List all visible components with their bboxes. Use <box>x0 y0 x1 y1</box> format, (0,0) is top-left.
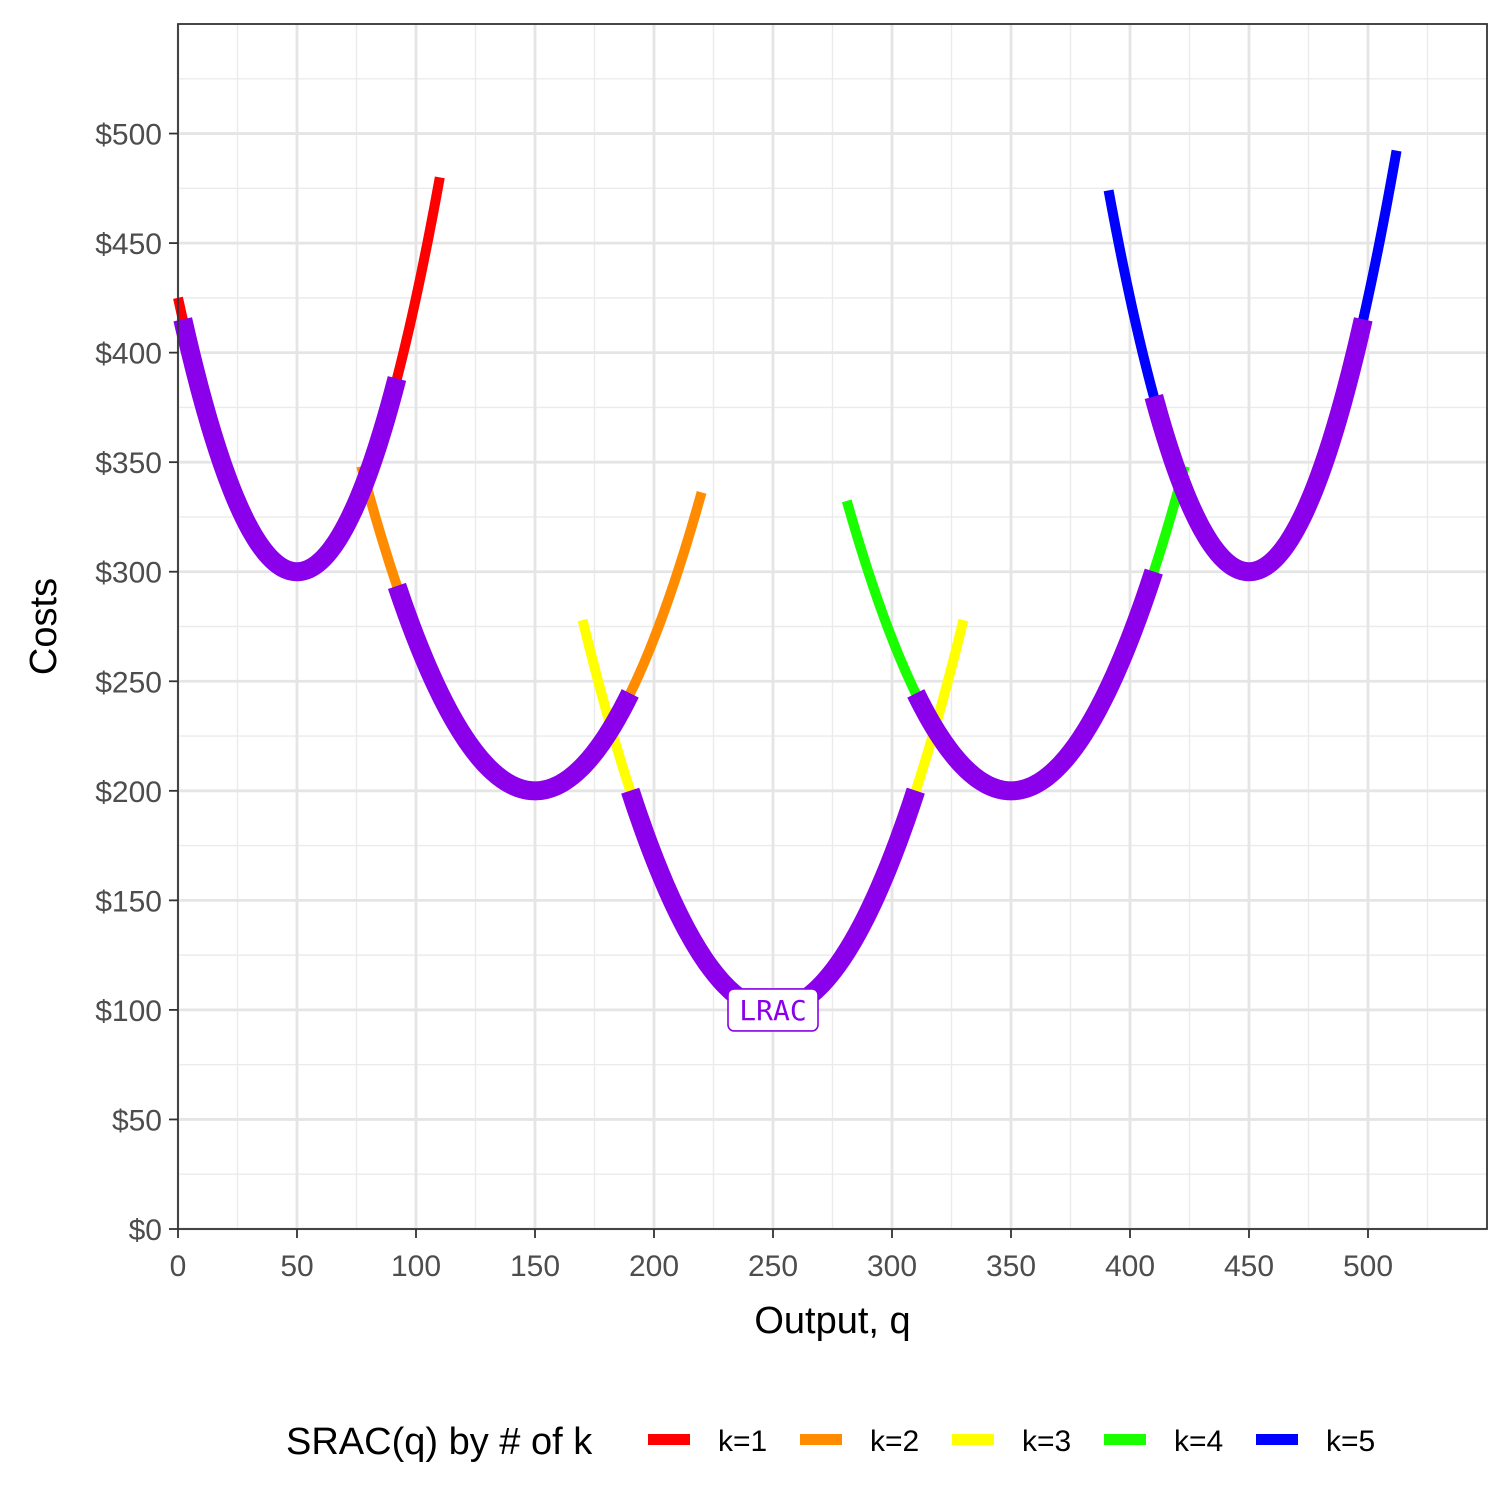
x-tick-label: 250 <box>748 1250 798 1283</box>
y-tick-label: $450 <box>95 228 162 261</box>
y-tick-label: $250 <box>95 666 162 699</box>
y-tick-label: $100 <box>95 995 162 1028</box>
x-axis-title: Output, q <box>754 1300 910 1342</box>
x-tick-label: 50 <box>280 1250 313 1283</box>
annotations: LRAC <box>727 988 819 1032</box>
legend-label-k2: k=2 <box>870 1425 919 1458</box>
lrac-segment <box>907 566 1163 801</box>
y-tick-label: $400 <box>95 338 162 371</box>
y-tick-label: $500 <box>95 119 162 152</box>
x-tick-label: 500 <box>1343 1250 1393 1283</box>
legend-key-k5 <box>1256 1434 1298 1445</box>
y-tick-label: $350 <box>95 447 162 480</box>
legend: SRAC(q) by # of k k=1 k=2 k=3 k=4 k=5 <box>286 1421 1375 1463</box>
y-axis-title: Costs <box>23 578 65 675</box>
lrac-segment <box>387 580 639 801</box>
x-tick-label: 450 <box>1224 1250 1274 1283</box>
legend-key-k1 <box>648 1434 690 1445</box>
y-tick-label: $50 <box>112 1104 162 1137</box>
lrac-curve-group <box>173 315 1373 1020</box>
lrac-label-box <box>727 988 819 1032</box>
legend-label-k3: k=3 <box>1022 1425 1071 1458</box>
y-tick-label: $0 <box>129 1214 162 1247</box>
legend-key-k4 <box>1104 1434 1146 1445</box>
x-tick-label: 150 <box>510 1250 560 1283</box>
legend-label-k1: k=1 <box>718 1425 767 1458</box>
x-tick-label: 100 <box>391 1250 441 1283</box>
legend-label-k5: k=5 <box>1326 1425 1375 1458</box>
x-tick-label: 400 <box>1105 1250 1155 1283</box>
legend-key-k2 <box>800 1434 842 1445</box>
x-tick-label: 350 <box>986 1250 1036 1283</box>
lrac-segment <box>1144 315 1373 582</box>
y-tick-label: $200 <box>95 776 162 809</box>
x-tick-label: 0 <box>170 1250 187 1283</box>
plot-panel-border <box>177 23 1488 1230</box>
x-tick-label: 200 <box>629 1250 679 1283</box>
legend-title: SRAC(q) by # of k <box>286 1421 593 1463</box>
x-tick-label: 300 <box>867 1250 917 1283</box>
lrac-segment <box>173 315 407 582</box>
legend-key-k3 <box>952 1434 994 1445</box>
y-tick-label: $300 <box>95 557 162 590</box>
minor-gridlines <box>178 24 1487 1229</box>
y-axis-ticks: $0 $50 $100 $150 $200 $250 $300 $350 $400 $450 $50… <box>95 119 178 1247</box>
lrac-label: LRAC <box>739 994 806 1027</box>
y-tick-label: $150 <box>95 885 162 918</box>
x-axis-ticks: 0 50 100 150 200 250 300 350 400 450 500 <box>170 1229 1393 1283</box>
legend-label-k4: k=4 <box>1174 1425 1223 1458</box>
